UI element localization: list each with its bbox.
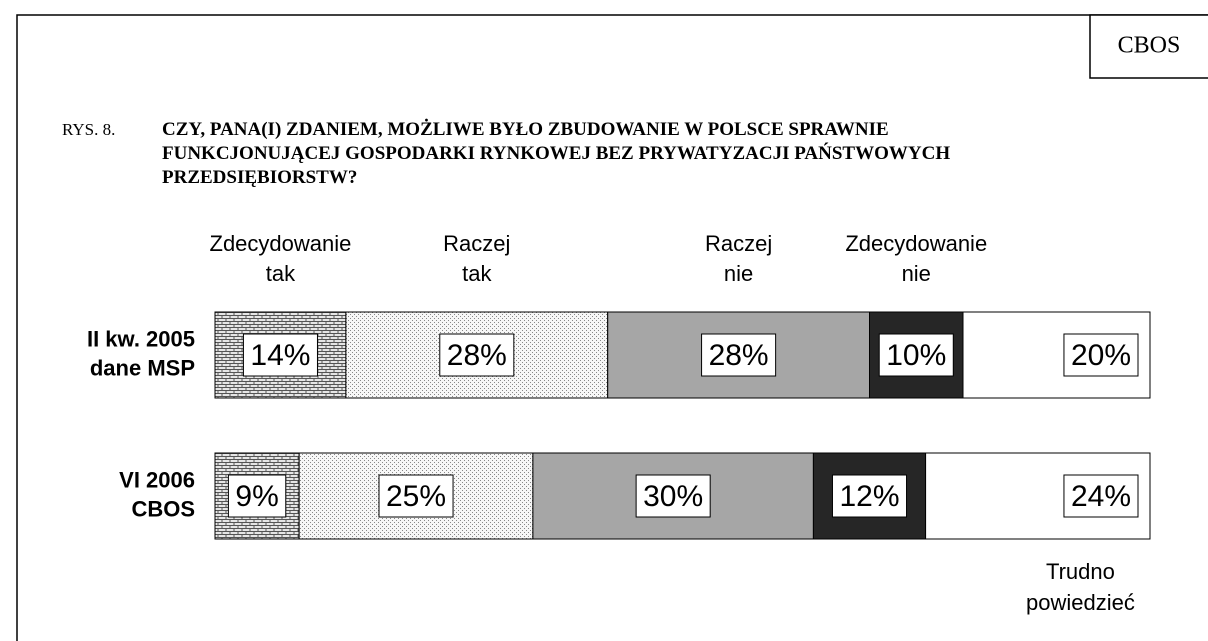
value-label-box — [878, 333, 954, 377]
value-label: 9% — [235, 480, 278, 513]
value-label: 14% — [250, 339, 310, 372]
chart-title: CZY, PANA(I) ZDANIEM, MOŻLIWE BYŁO ZBUDO… — [162, 119, 950, 188]
value-label: 28% — [709, 339, 769, 372]
legend-label: Trudno powiedzieć — [1026, 559, 1135, 615]
legend-label: Raczej nie — [705, 231, 772, 286]
value-label: 30% — [643, 480, 703, 513]
value-label: 10% — [886, 339, 946, 372]
value-label-box — [242, 333, 318, 377]
value-label: 25% — [386, 480, 446, 513]
source: CBOS — [1118, 33, 1181, 59]
value-label-box — [635, 474, 711, 518]
value-label: 28% — [447, 339, 507, 372]
value-label: 12% — [839, 480, 899, 513]
figure-label: RYS. 8. — [62, 120, 115, 139]
frame — [16, 14, 1208, 641]
legend-label: Zdecydowanie nie — [845, 231, 987, 286]
value-label-box — [227, 474, 287, 518]
legend-label: Zdecydowanie tak — [210, 231, 352, 286]
value-label-box — [378, 474, 454, 518]
value-label-box — [701, 333, 777, 377]
value-label-box — [831, 474, 908, 518]
value-label-box — [1063, 474, 1139, 518]
value-label-box — [439, 333, 515, 377]
category-label: II kw. 2005 dane MSP — [87, 326, 195, 380]
value-label: 24% — [1071, 480, 1131, 513]
source-box — [1089, 14, 1208, 79]
value-label: 20% — [1071, 339, 1131, 372]
legend-label: Raczej tak — [443, 231, 510, 286]
category-label: VI 2006 CBOS — [119, 467, 195, 521]
value-label-box — [1063, 333, 1139, 377]
